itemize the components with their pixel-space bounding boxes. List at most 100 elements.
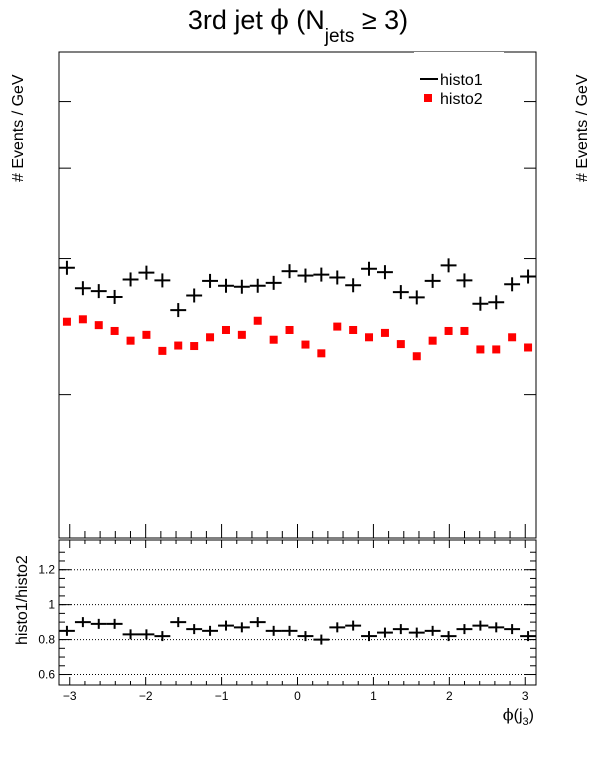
histo2-point <box>444 326 453 335</box>
ratio-point <box>297 631 314 642</box>
histo2-point <box>94 321 103 330</box>
histo2-point <box>428 336 437 345</box>
main-axis-ticks <box>59 101 536 538</box>
histo2-point <box>349 325 358 334</box>
histo2-point <box>524 343 533 352</box>
ratio-point <box>202 625 218 636</box>
ratio-point <box>90 618 107 629</box>
histo2-point <box>269 335 278 344</box>
histo2-point <box>317 349 326 358</box>
ratio-point <box>58 625 75 636</box>
histo1-point <box>504 277 521 292</box>
ratio-y-tick-label: 1.2 <box>38 563 55 577</box>
legend-histo2-marker <box>424 94 432 102</box>
legend-histo2-label: histo2 <box>440 91 483 108</box>
ratio-point <box>154 631 171 642</box>
histo2-point <box>110 326 119 335</box>
histo1-point <box>281 264 298 279</box>
histo1-point <box>154 273 171 288</box>
chart-title-prefix: 3rd jet <box>188 5 271 35</box>
histo2-point <box>174 341 183 350</box>
histo1-point <box>233 279 250 294</box>
histo1-point <box>218 278 234 293</box>
histo2-point <box>365 333 374 342</box>
main-y-axis-label: # Events / GeV <box>10 74 27 182</box>
histo1-point <box>297 268 314 283</box>
main-y-axis-label-right: # Events / GeV <box>574 74 591 182</box>
ratio-point <box>424 625 441 636</box>
ratio-y-axis-label: histo1/histo2 <box>14 555 31 645</box>
ratio-gridlines <box>59 569 536 676</box>
histo2-point <box>142 330 151 339</box>
ratio-point <box>74 617 91 628</box>
histo1-point <box>138 265 155 280</box>
histo1-point <box>488 295 505 310</box>
histo2-point <box>476 345 485 354</box>
chart-title-phi: ϕ <box>270 5 288 36</box>
histo2-point <box>62 317 71 326</box>
ratio-plot-frame <box>58 539 537 686</box>
x-axis-label-close: ) <box>529 707 534 724</box>
ratio-point <box>488 622 505 633</box>
histo1-point <box>345 278 362 293</box>
ratio-x-tick-label: 1 <box>370 689 377 703</box>
ratio-x-tick-label: 3 <box>522 689 529 703</box>
histo1-point <box>456 273 473 288</box>
histo2-point <box>380 328 389 337</box>
ratio-plot-panel: 0.6 0.8 1 1.2 −3 −2 −1 0 1 2 3 <box>38 539 537 703</box>
histo1-point <box>313 267 330 282</box>
histo1-point <box>361 261 377 276</box>
ratio-point <box>520 631 537 642</box>
histo1-point <box>74 281 91 296</box>
ratio-point <box>329 622 346 633</box>
histo1-point <box>186 288 203 303</box>
histo1-point <box>122 272 139 287</box>
ratio-y-tick-label: 0.6 <box>38 668 55 682</box>
ratio-point <box>281 625 298 636</box>
ratio-point <box>170 617 187 628</box>
ratio-y-tick-label: 1 <box>48 598 55 612</box>
histo1-point <box>440 258 457 273</box>
legend-histo1-label: histo1 <box>440 72 483 89</box>
main-plot-frame <box>58 51 537 539</box>
ratio-point <box>249 617 266 628</box>
ratio-point <box>504 624 521 635</box>
ratio-y-tick-label: 0.8 <box>38 633 55 647</box>
chart-title-rest: ≥ 3) <box>354 5 408 35</box>
ratio-point <box>233 622 250 633</box>
histo1-point <box>249 278 266 293</box>
chart-title-open: (N <box>289 5 325 35</box>
histo2-point <box>492 345 501 354</box>
main-data-points <box>58 258 537 361</box>
histo1-point <box>424 273 441 288</box>
chart-title-subscript: jets <box>324 26 355 47</box>
ratio-point <box>440 631 457 642</box>
ratio-point <box>138 629 155 640</box>
histo2-point <box>206 333 215 342</box>
main-plot-panel: histo1 histo2 <box>58 51 537 539</box>
x-axis-label-subscript: 3 <box>523 716 529 728</box>
x-axis-label: ϕ(j3) <box>503 705 534 728</box>
ratio-point <box>361 631 377 642</box>
ratio-data-points <box>58 617 537 645</box>
histo1-point <box>472 296 489 311</box>
histo2-point <box>508 333 517 342</box>
histo2-point <box>301 340 310 349</box>
histo1-point <box>408 290 425 305</box>
ratio-point <box>392 624 409 635</box>
histo2-point <box>253 316 262 325</box>
ratio-point <box>265 625 282 636</box>
histo2-point <box>78 315 87 324</box>
histo1-point <box>392 285 409 300</box>
histo1-point <box>265 275 282 290</box>
histo1-point <box>90 284 107 299</box>
ratio-point <box>456 624 473 635</box>
histo2-point <box>285 325 294 334</box>
ratio-point <box>408 627 425 638</box>
ratio-x-tick-label: −3 <box>63 689 77 703</box>
ratio-point <box>313 634 330 645</box>
ratio-x-tick-label: −1 <box>215 689 229 703</box>
histo1-point <box>58 260 75 275</box>
histo1-point <box>170 303 187 318</box>
histo1-point <box>202 273 218 288</box>
